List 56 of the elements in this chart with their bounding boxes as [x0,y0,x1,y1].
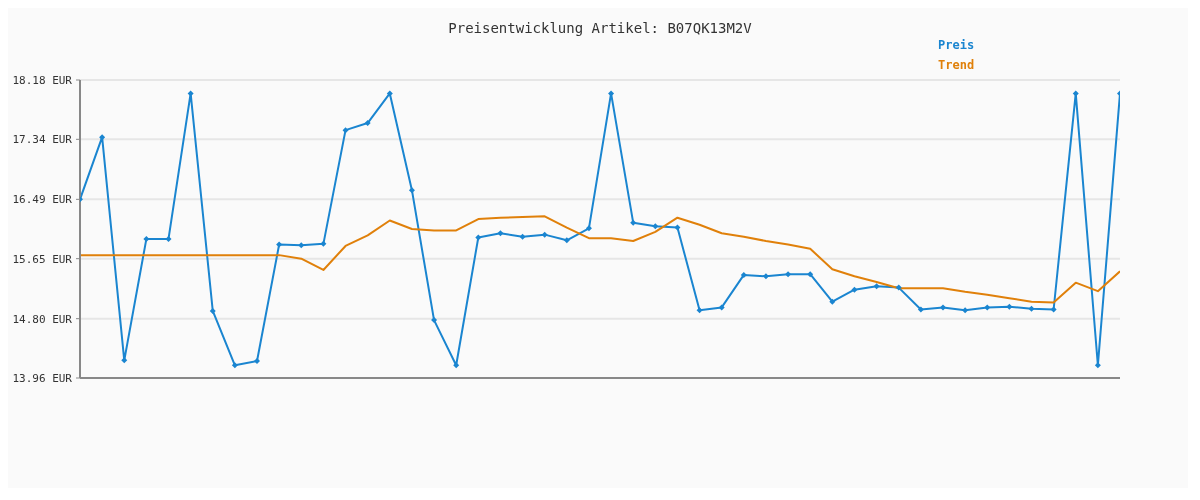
y-tick-label: 13.96 EUR [12,372,73,385]
point [563,237,570,244]
point [431,317,438,324]
point [585,225,592,232]
point [917,306,924,313]
chart-title: Preisentwicklung Artikel: B07QK13M2V [447,20,753,36]
y-tick-label: 14.80 EUR [12,312,73,326]
point [121,357,128,364]
point [298,242,305,249]
point [630,219,637,226]
point [1006,303,1013,310]
point [386,90,393,97]
point [497,230,504,237]
point [696,307,703,314]
point [807,271,814,278]
y-tick-label: 17.34 EUR [12,133,73,147]
text: Trend [938,58,976,72]
point [209,307,216,314]
point [364,120,371,127]
point [187,90,194,97]
point [1050,306,1057,313]
point [962,307,969,314]
point [718,304,725,311]
point [740,271,747,278]
y-tick-label: 18.18 EUR [12,74,73,87]
point [829,298,836,305]
point [342,127,349,134]
y-tick-label: 16.49 EUR [12,193,73,207]
point [785,271,792,278]
point [143,235,150,242]
line-series [80,215,1120,304]
point [453,362,460,369]
point [608,90,615,97]
point [320,240,327,247]
point [254,358,261,365]
y-tick-label: 15.65 EUR [12,252,73,266]
point [475,234,482,241]
point [541,231,548,238]
point [519,233,526,240]
point [895,284,902,291]
point [674,224,681,231]
point [984,304,991,311]
point [851,286,858,293]
point [1028,305,1035,312]
point [276,241,283,248]
point [99,134,106,141]
text: Preis [938,38,976,52]
point [873,283,880,290]
point [408,187,415,194]
point [1094,362,1101,369]
point [652,223,659,230]
point [165,235,172,242]
point [1072,90,1079,97]
point [231,362,238,369]
point [939,304,946,311]
point [762,273,769,280]
